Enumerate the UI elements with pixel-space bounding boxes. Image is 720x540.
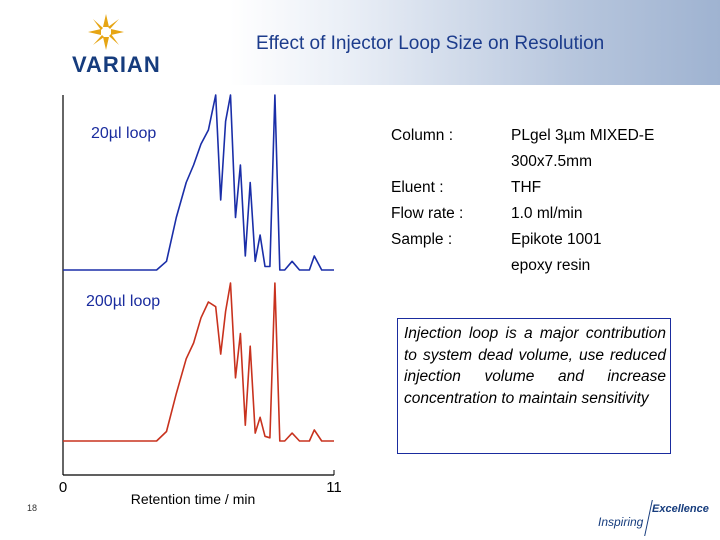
tagline-inspiring: Inspiring [598,515,644,529]
flow-rate-label: Flow rate : [391,205,464,222]
brand-logo: VARIAN [72,52,161,77]
page-number: 18 [27,503,38,513]
header-gradient [230,0,720,85]
x-tick-label-1: 11 [326,479,342,496]
sample-value-1: Epikote 1001 [511,231,602,248]
eluent-label: Eluent : [391,179,444,196]
series-label-200ul: 200µl loop [86,293,161,310]
note-callout: Injection loop is a major contribution t… [397,318,671,454]
chromatogram-chart: 0 11 Retention time / min [59,94,342,507]
inspiring-excellence-logo: Inspiring Excellence [598,500,713,536]
series-line-0 [63,94,334,271]
sample-value-2: epoxy resin [511,257,591,274]
eluent-value: THF [511,179,542,196]
slide-header: VARIAN Effect of Injector Loop Size on R… [0,0,720,85]
series-label-20ul: 20µl loop [91,125,157,142]
series-line-1 [63,282,334,442]
x-tick-label-0: 0 [59,479,67,496]
tagline-excellence: Excellence [652,503,709,515]
varian-star-icon [88,14,124,50]
sample-label: Sample : [391,231,453,248]
page-title: Effect of Injector Loop Size on Resoluti… [256,33,605,54]
flow-rate-value: 1.0 ml/min [511,205,583,222]
x-axis-label: Retention time / min [131,491,256,507]
column-value-1: PLgel 3µm MIXED-E [511,127,655,144]
column-label: Column : [391,127,454,144]
column-value-2: 300x7.5mm [511,153,592,170]
